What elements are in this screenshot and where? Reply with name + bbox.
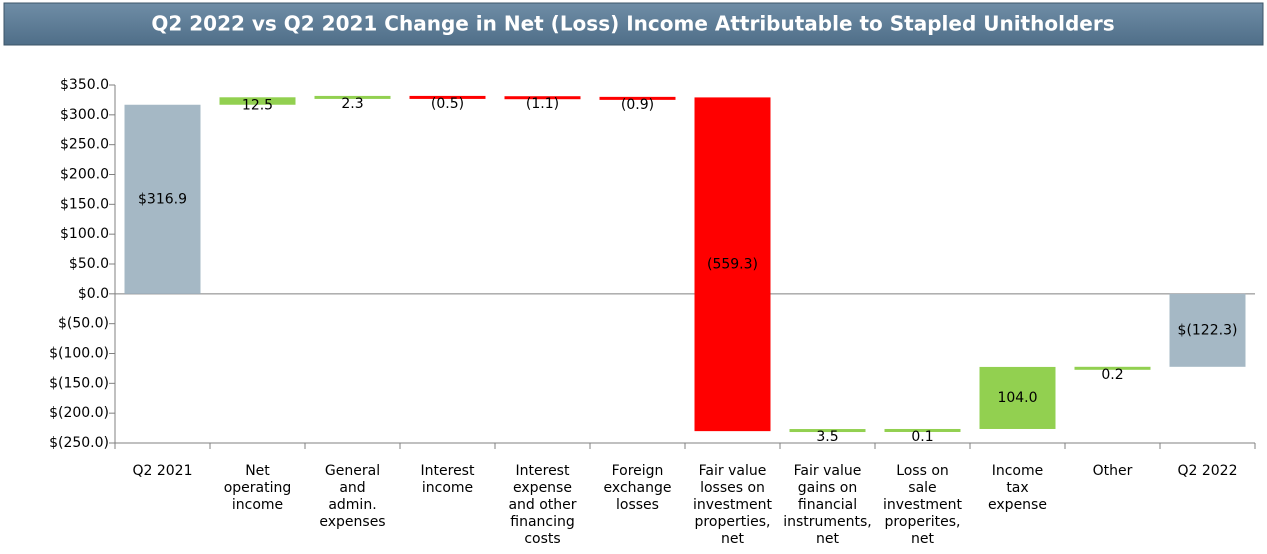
y-tick-label: $(150.0) [49,375,109,391]
y-tick-label: $(250.0) [49,435,109,451]
value-label: (0.9) [621,97,654,113]
x-tick-label: Foreign exchange losses [604,463,672,513]
bar [599,96,676,100]
bar [409,95,486,99]
bar [314,95,391,99]
bar [219,97,296,105]
value-label: $316.9 [138,191,187,207]
bar [979,366,1056,429]
y-tick-label: $250.0 [60,137,109,153]
y-tick-label: $350.0 [60,77,109,93]
y-tick-label: $(50.0) [58,316,109,332]
x-tick-label: Q2 2022 [1177,463,1237,479]
x-tick-label: Q2 2021 [132,463,192,479]
value-label: (1.1) [526,96,559,112]
value-label: (0.5) [431,96,464,112]
x-tick-label: Net operating income [224,463,292,513]
bar [504,96,581,100]
x-tick-label: Fair value gains on financial instruments, n… [783,463,872,547]
x-tick-label: Fair value losses on investment properties,… [693,463,773,547]
bar [1074,366,1151,370]
bar [884,428,961,432]
y-tick-label: $0.0 [78,286,109,302]
title-bar [3,2,1264,46]
value-label: 104.0 [997,390,1037,406]
y-tick-label: $150.0 [60,196,109,212]
bar [789,429,866,433]
bar [694,97,771,432]
x-tick-label: Other [1093,463,1133,479]
value-label: 3.5 [816,429,838,445]
value-label: 0.1 [911,429,933,445]
chart-title: Q2 2022 vs Q2 2021 Change in Net (Loss) … [151,12,1114,36]
y-tick-label: $300.0 [60,107,109,123]
value-label: (559.3) [707,256,758,272]
y-tick-label: $100.0 [60,226,109,242]
x-tick-label: Loss on sale investment properites, net [883,463,963,547]
y-tick-label: $(200.0) [49,405,109,421]
value-label: 0.2 [1101,367,1123,383]
bar [1169,293,1246,367]
value-label: 12.5 [242,97,273,113]
x-tick-label: Income tax expense [988,463,1047,513]
x-tick-label: General and admin. expenses [319,463,385,530]
x-tick-label: Interest expense and other financing costs [508,463,576,547]
x-tick-label: Interest income [421,463,475,496]
y-tick-label: $200.0 [60,167,109,183]
y-tick-label: $50.0 [69,256,109,272]
bar [124,104,201,294]
value-label: 2.3 [341,96,363,112]
y-tick-label: $(100.0) [49,346,109,362]
value-label: $(122.3) [1178,322,1238,338]
